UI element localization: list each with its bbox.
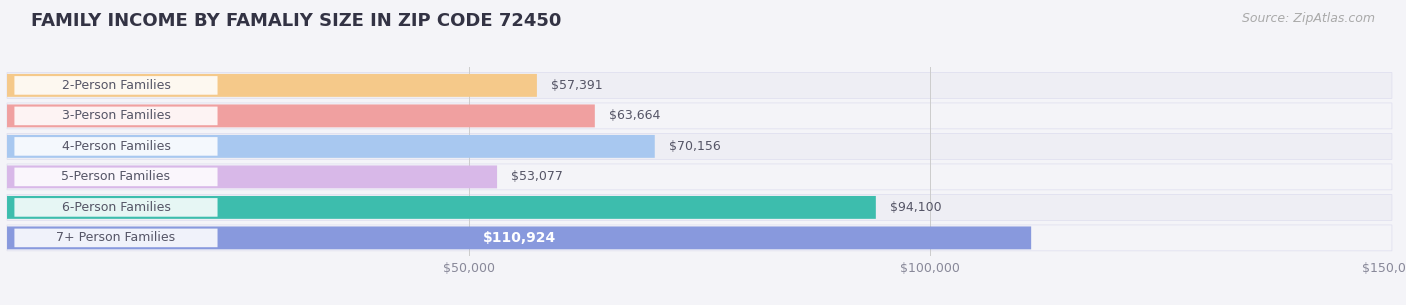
FancyBboxPatch shape bbox=[7, 73, 1392, 98]
FancyBboxPatch shape bbox=[7, 74, 537, 97]
Text: $53,077: $53,077 bbox=[510, 170, 562, 183]
FancyBboxPatch shape bbox=[7, 104, 595, 127]
Text: 7+ Person Families: 7+ Person Families bbox=[56, 231, 176, 244]
FancyBboxPatch shape bbox=[7, 165, 498, 188]
Text: 3-Person Families: 3-Person Families bbox=[62, 109, 170, 122]
FancyBboxPatch shape bbox=[7, 225, 1392, 251]
FancyBboxPatch shape bbox=[7, 196, 876, 219]
FancyBboxPatch shape bbox=[14, 76, 218, 95]
FancyBboxPatch shape bbox=[14, 167, 218, 186]
FancyBboxPatch shape bbox=[7, 226, 1031, 249]
Text: $63,664: $63,664 bbox=[609, 109, 659, 122]
Text: $110,924: $110,924 bbox=[482, 231, 555, 245]
Text: 2-Person Families: 2-Person Families bbox=[62, 79, 170, 92]
FancyBboxPatch shape bbox=[14, 137, 218, 156]
Text: 4-Person Families: 4-Person Families bbox=[62, 140, 170, 153]
FancyBboxPatch shape bbox=[14, 198, 218, 217]
FancyBboxPatch shape bbox=[14, 229, 218, 247]
Text: Source: ZipAtlas.com: Source: ZipAtlas.com bbox=[1241, 12, 1375, 25]
FancyBboxPatch shape bbox=[7, 103, 1392, 129]
FancyBboxPatch shape bbox=[7, 195, 1392, 220]
Text: $94,100: $94,100 bbox=[890, 201, 941, 214]
FancyBboxPatch shape bbox=[14, 106, 218, 125]
Text: FAMILY INCOME BY FAMALIY SIZE IN ZIP CODE 72450: FAMILY INCOME BY FAMALIY SIZE IN ZIP COD… bbox=[31, 12, 561, 30]
Text: 5-Person Families: 5-Person Families bbox=[62, 170, 170, 183]
FancyBboxPatch shape bbox=[7, 164, 1392, 190]
Text: 6-Person Families: 6-Person Families bbox=[62, 201, 170, 214]
FancyBboxPatch shape bbox=[7, 135, 655, 158]
Text: $70,156: $70,156 bbox=[669, 140, 720, 153]
Text: $57,391: $57,391 bbox=[551, 79, 602, 92]
FancyBboxPatch shape bbox=[7, 133, 1392, 159]
